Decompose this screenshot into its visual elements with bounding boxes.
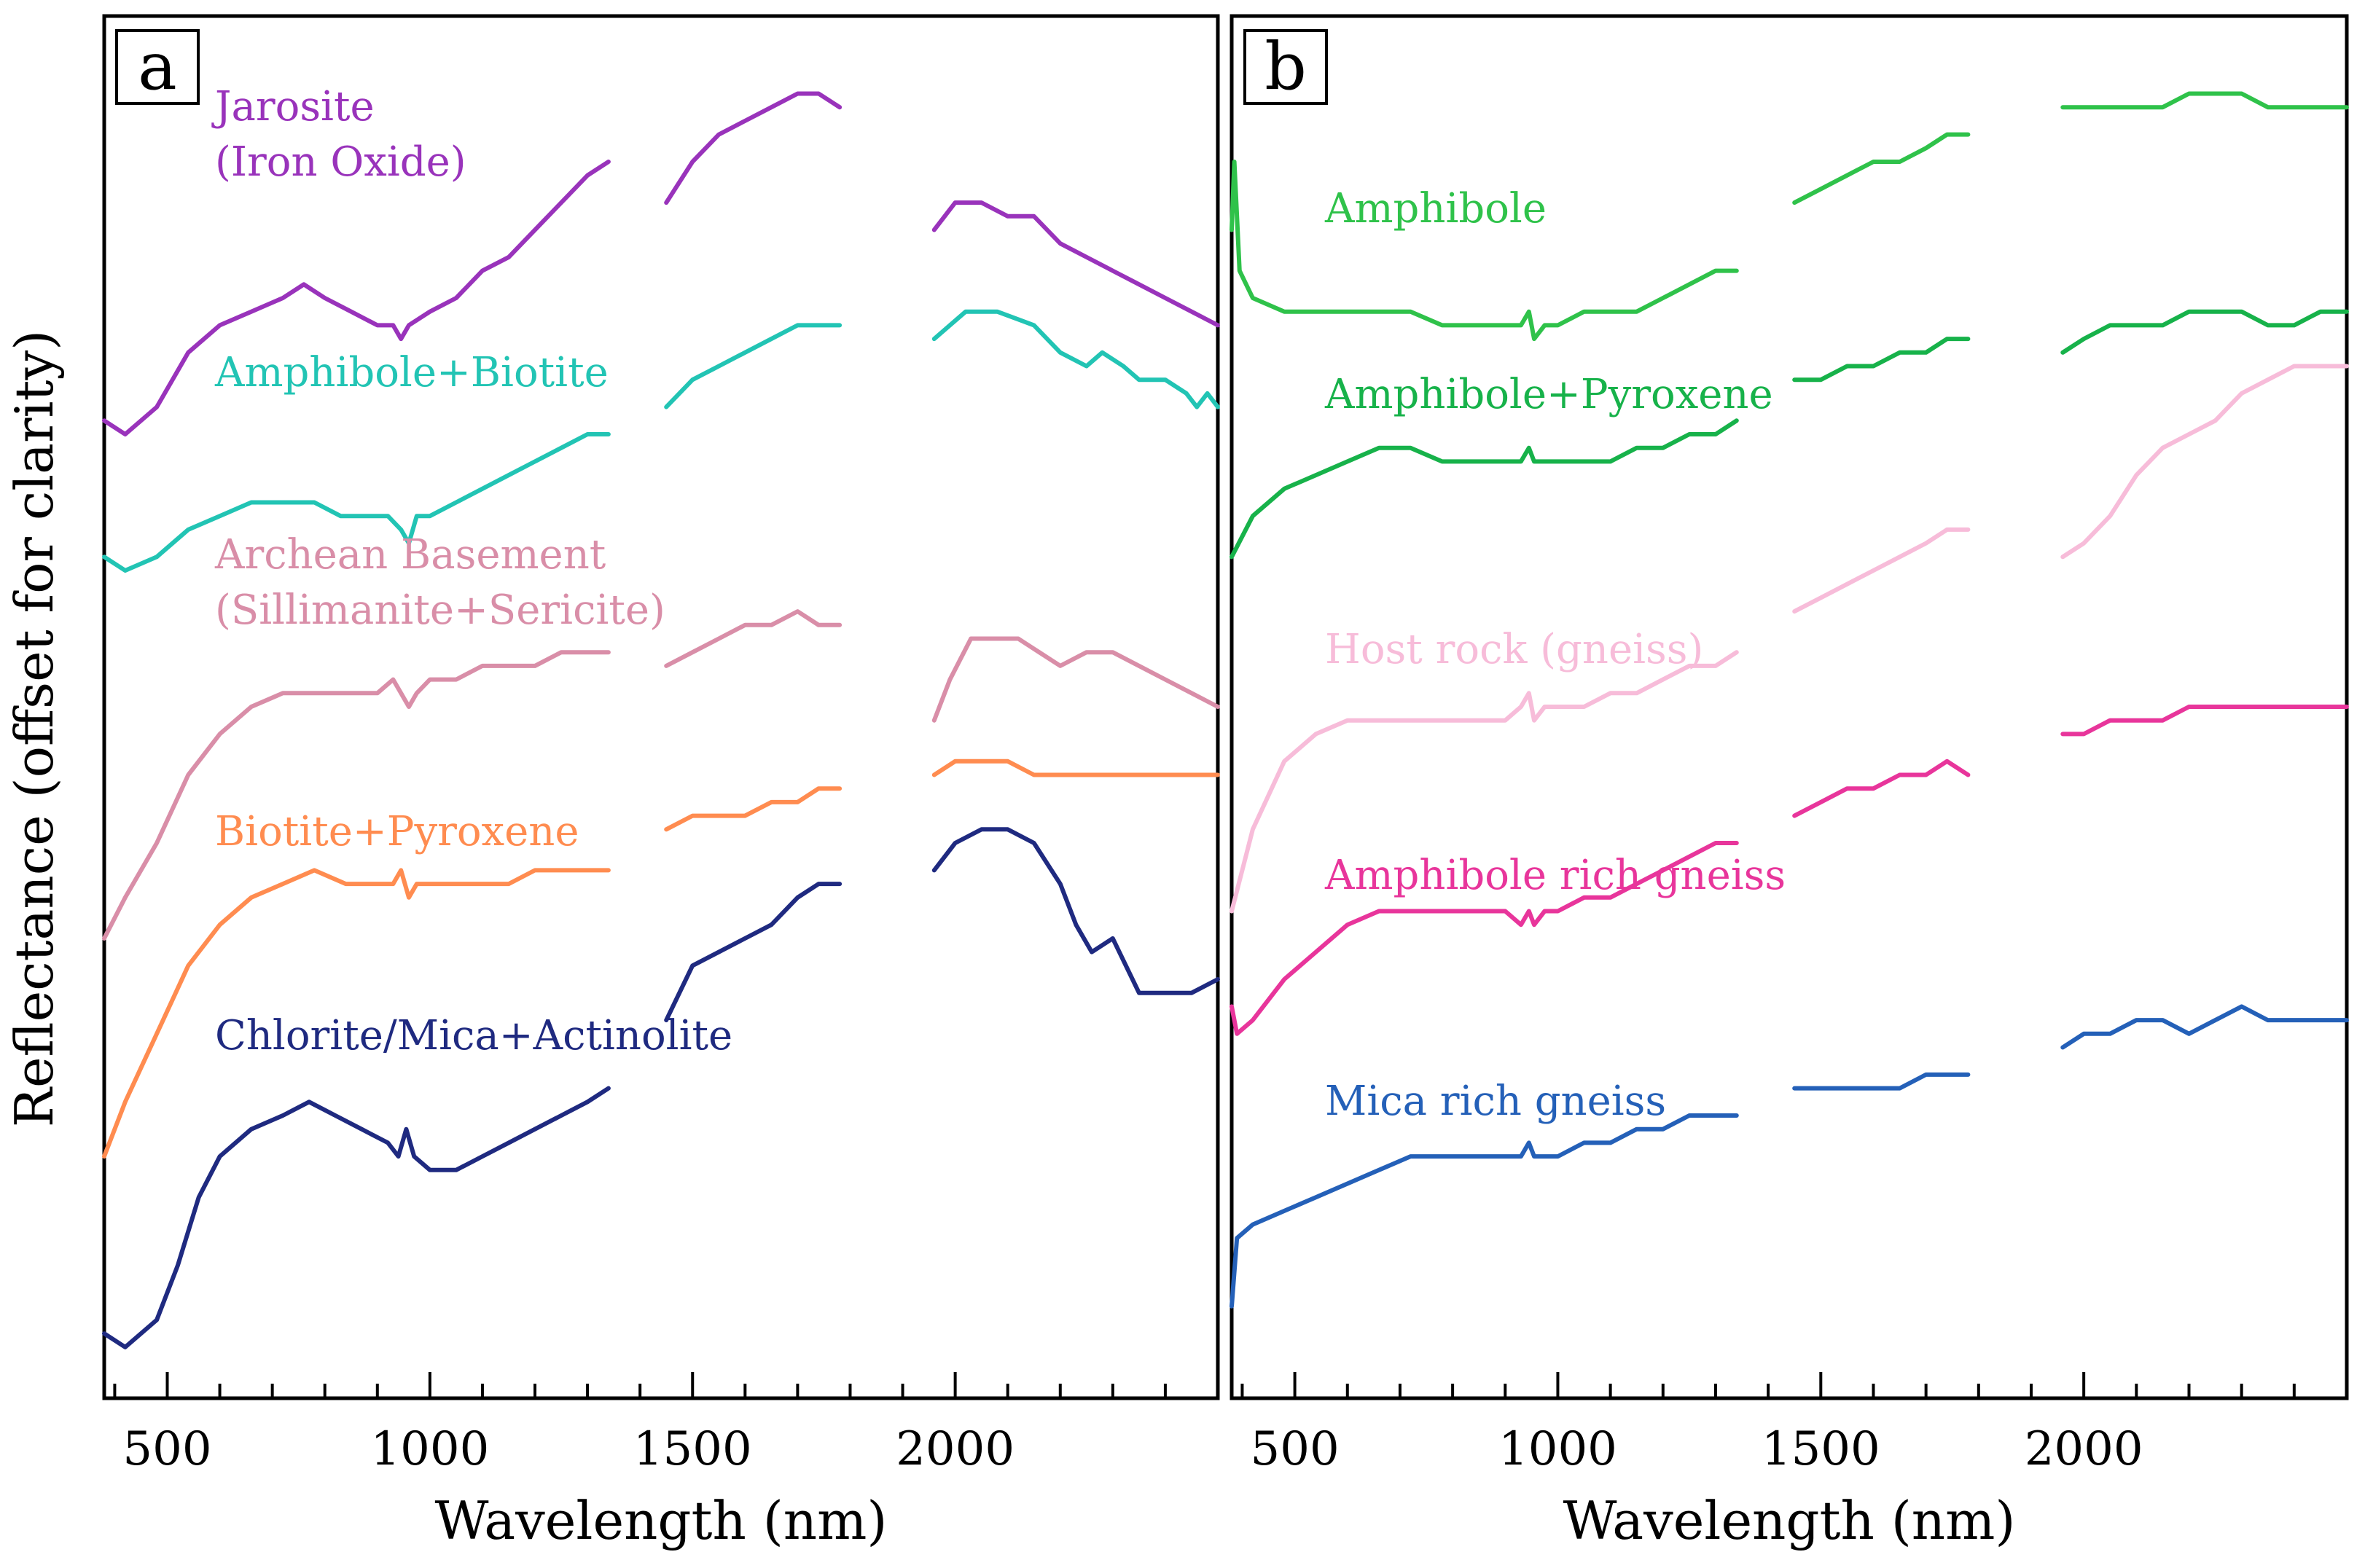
x-tick-label: 1500 bbox=[1762, 1422, 1880, 1476]
series-label: Host rock (gneiss) bbox=[1325, 626, 1703, 673]
series-label: (Iron Oxide) bbox=[215, 138, 466, 186]
series-line-chlorite-mica-actinolite-segment-1 bbox=[102, 1086, 611, 1349]
series-label: Mica rich gneiss bbox=[1325, 1078, 1666, 1125]
series-line-host-rock-gneiss--segment-3 bbox=[2060, 364, 2349, 560]
series-line-chlorite-mica-actinolite-segment-3 bbox=[931, 827, 1220, 995]
series-line-mica-rich-gneiss-segment-3 bbox=[2060, 1004, 2349, 1050]
series-line-biotite-pyroxene-segment-1 bbox=[102, 868, 611, 1159]
series-label: Jarosite bbox=[211, 83, 375, 130]
series-line-host-rock-gneiss--segment-1 bbox=[1230, 650, 1739, 914]
series-label: Archean Basement bbox=[214, 531, 606, 579]
series-label: Amphibole+Biotite bbox=[214, 349, 609, 396]
y-axis-title: Reflectance (offset for clarity) bbox=[4, 330, 65, 1128]
panel-b-letter-box bbox=[1243, 29, 1328, 105]
panel-a-x-ticks: 500 1000 1500 2000 bbox=[113, 1372, 1219, 1476]
panel-b-x-ticks: 500 1000 1500 2000 bbox=[1240, 1372, 2348, 1476]
series-line-amphibole-pyroxene-segment-2 bbox=[1792, 337, 1971, 383]
series-line-amphibole-biotite-segment-2 bbox=[664, 323, 843, 409]
series-line-amphibole-biotite-segment-3 bbox=[931, 309, 1220, 409]
series-line-amphibole-rich-gneiss-segment-3 bbox=[2060, 705, 2349, 737]
panel-b: 500 1000 1500 2000 Amphibole Amphibole+Pyrox… bbox=[1230, 14, 2349, 1551]
panel-a-series-lines bbox=[102, 91, 1220, 1349]
panel-b-x-axis-title: Wavelength (nm) bbox=[1563, 1490, 2015, 1551]
series-line-chlorite-mica-actinolite-segment-2 bbox=[664, 882, 843, 1023]
series-line-amphibole-pyroxene-segment-1 bbox=[1230, 418, 1739, 560]
series-line-amphibole-pyroxene-segment-3 bbox=[2060, 309, 2349, 355]
series-line-archean-basement-sillimanite-sericite--segment-2 bbox=[664, 609, 843, 668]
panel-b-series-lines bbox=[1230, 91, 2349, 1309]
series-line-amphibole-segment-3 bbox=[2060, 91, 2349, 110]
series-line-host-rock-gneiss--segment-2 bbox=[1792, 527, 1971, 614]
series-line-archean-basement-sillimanite-sericite--segment-3 bbox=[931, 636, 1220, 723]
series-line-mica-rich-gneiss-segment-2 bbox=[1792, 1072, 1971, 1091]
series-label: Amphibole+Pyroxene bbox=[1324, 371, 1773, 418]
series-label: Amphibole rich gneiss bbox=[1324, 852, 1786, 899]
x-tick-label: 2000 bbox=[896, 1422, 1015, 1476]
series-line-amphibole-segment-1 bbox=[1230, 160, 1739, 342]
panel-b-series-labels: Amphibole Amphibole+Pyroxene Host rock (gn… bbox=[1324, 185, 1786, 1125]
panel-b-letter: b bbox=[1264, 28, 1307, 105]
x-tick-label: 500 bbox=[1251, 1422, 1340, 1476]
panel-a-letter: a bbox=[138, 28, 177, 105]
series-line-amphibole-segment-2 bbox=[1792, 132, 1971, 205]
series-line-jarosite-iron-oxide--segment-3 bbox=[931, 200, 1220, 328]
panel-a-x-axis-title: Wavelength (nm) bbox=[434, 1490, 887, 1551]
series-label: Chlorite/Mica+Actinolite bbox=[215, 1012, 732, 1059]
panel-a-letter-box bbox=[115, 29, 200, 105]
series-label: Amphibole bbox=[1324, 185, 1547, 232]
panel-a: 500 1000 1500 2000 Jarosite (Iron Oxide) Amph… bbox=[102, 14, 1220, 1551]
series-line-amphibole-biotite-segment-1 bbox=[102, 432, 611, 573]
x-tick-label: 500 bbox=[122, 1422, 211, 1476]
series-line-jarosite-iron-oxide--segment-2 bbox=[664, 91, 843, 205]
series-line-amphibole-rich-gneiss-segment-2 bbox=[1792, 758, 1971, 818]
x-tick-label: 2000 bbox=[2025, 1422, 2143, 1476]
series-line-jarosite-iron-oxide--segment-1 bbox=[102, 160, 611, 436]
series-line-amphibole-rich-gneiss-segment-1 bbox=[1230, 841, 1739, 1036]
series-line-biotite-pyroxene-segment-3 bbox=[931, 758, 1220, 777]
series-line-biotite-pyroxene-segment-2 bbox=[664, 786, 843, 832]
x-tick-label: 1500 bbox=[633, 1422, 752, 1476]
series-line-archean-basement-sillimanite-sericite--segment-1 bbox=[102, 650, 611, 941]
x-tick-label: 1000 bbox=[1498, 1422, 1617, 1476]
panel-a-series-labels: Jarosite (Iron Oxide) Amphibole+Biotite Arc… bbox=[211, 83, 732, 1059]
series-line-mica-rich-gneiss-segment-1 bbox=[1230, 1113, 1739, 1309]
series-label: Biotite+Pyroxene bbox=[215, 808, 579, 855]
series-label: (Sillimanite+Sericite) bbox=[215, 587, 665, 634]
x-tick-label: 1000 bbox=[370, 1422, 489, 1476]
